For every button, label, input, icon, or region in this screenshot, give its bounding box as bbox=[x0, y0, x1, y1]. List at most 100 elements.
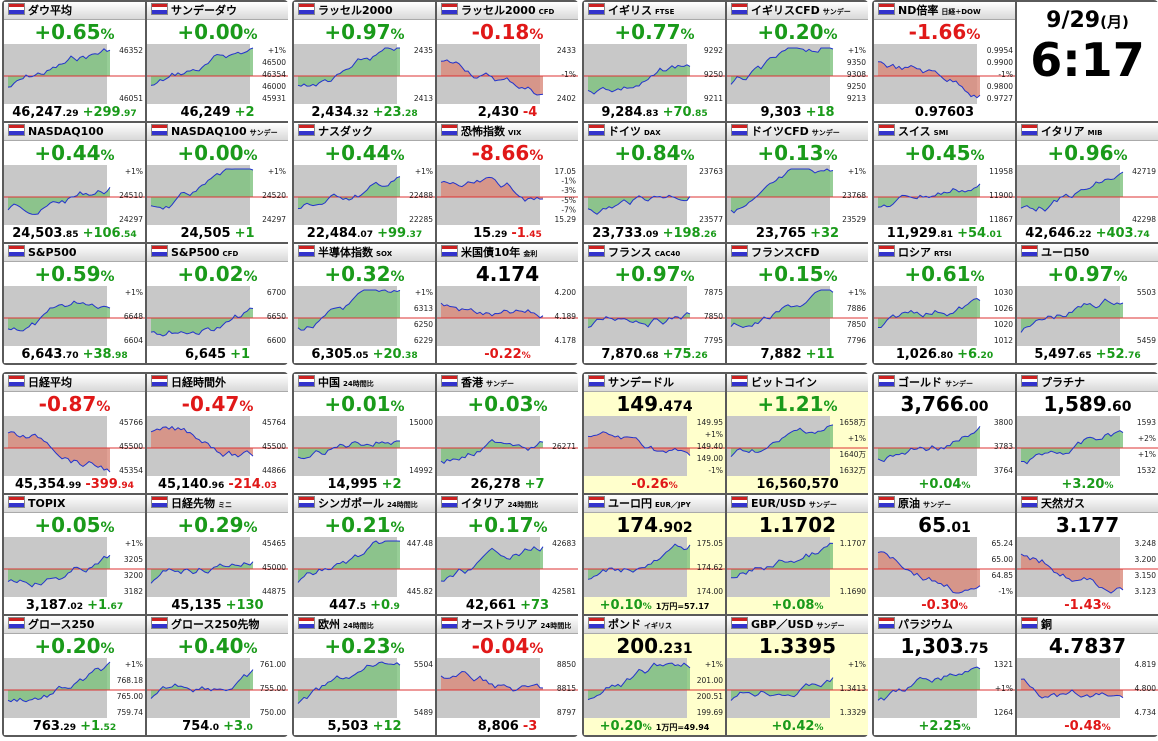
sparkline bbox=[877, 183, 981, 208]
foot-part: .76 bbox=[1124, 351, 1141, 361]
foot-part: .0 bbox=[243, 723, 253, 733]
tile-head: -0.87% bbox=[4, 392, 145, 416]
tile-tag: MIB bbox=[1087, 129, 1103, 137]
foot-group: 24,503.85 bbox=[12, 226, 78, 241]
tile: ロシア RTSI +0.61% 1030 1026 1020 1012 1,026.80 +6.… bbox=[874, 244, 1015, 363]
tile-tag: CFD bbox=[222, 250, 239, 258]
sparkline bbox=[587, 543, 691, 580]
foot-group: +130 bbox=[226, 598, 264, 613]
tile-name: 日経平均 bbox=[28, 376, 72, 389]
foot-group: -0.30% bbox=[921, 598, 968, 613]
tile-foot: 2,434.32 +23.28 bbox=[294, 104, 435, 121]
foot-group: +0.20% bbox=[600, 719, 652, 734]
foot-group: +3.20% bbox=[1061, 477, 1113, 492]
axis-label: 45931 bbox=[262, 94, 286, 103]
foot-part: .97 bbox=[120, 109, 137, 119]
axis-label: 24297 bbox=[119, 215, 143, 224]
foot-part: .85 bbox=[62, 230, 79, 240]
sparkline bbox=[1020, 430, 1124, 465]
head-part: +0.97 bbox=[324, 20, 391, 44]
head-part: .60 bbox=[1106, 399, 1132, 415]
foot-part: 447 bbox=[329, 598, 357, 613]
foot-part: +130 bbox=[225, 598, 264, 613]
tile-name: ND倍率 bbox=[898, 4, 939, 17]
axis-label: 9250 bbox=[704, 70, 723, 79]
head-part: % bbox=[390, 269, 405, 285]
chart-bg bbox=[584, 165, 687, 225]
foot-part: 1,026 bbox=[895, 347, 937, 362]
head-part: % bbox=[390, 641, 405, 657]
axis-label: 45500 bbox=[262, 442, 286, 451]
tile-name: 日経時間外 bbox=[171, 376, 226, 389]
foot-part: 1万円=49.94 bbox=[655, 723, 710, 732]
tile-name: S&P500 bbox=[28, 246, 77, 259]
tile-header: スイス SMI bbox=[874, 123, 1015, 141]
foot-group: +3.0 bbox=[223, 719, 253, 734]
tile-tag: RTSI bbox=[934, 250, 952, 258]
foot-group: 0.97603 bbox=[915, 105, 974, 120]
foot-part: +106 bbox=[82, 226, 121, 241]
sparkline bbox=[7, 661, 111, 703]
foot-part: +20 bbox=[372, 347, 402, 362]
tile-head: +0.97% bbox=[294, 20, 435, 44]
foot-part: .29 bbox=[62, 109, 79, 119]
foot-part: 9,303 bbox=[760, 105, 802, 120]
foot-group: 45,354.99 bbox=[15, 477, 81, 492]
axis-label: 447.48 bbox=[407, 539, 433, 548]
tile: 米国債10年 金利 4.174 4.200 4.189 4.178 -0.22% bbox=[437, 244, 578, 363]
tile-header: フランス CAC40 bbox=[584, 244, 725, 262]
foot-part: 6,643 bbox=[21, 347, 63, 362]
flag bbox=[8, 617, 25, 629]
axis-label: 768.18 bbox=[117, 676, 143, 685]
tile-head: -8.66% bbox=[437, 141, 578, 165]
tile-name: GBP／USD bbox=[751, 618, 814, 631]
chart-bg bbox=[1017, 658, 1120, 718]
foot-group: -3 bbox=[523, 719, 537, 734]
tile-name: 銅 bbox=[1041, 618, 1052, 631]
axis-label: 3.123 bbox=[1135, 587, 1157, 596]
tile-tag: 金利 bbox=[523, 250, 538, 258]
tile-head: +0.45% bbox=[874, 141, 1015, 165]
foot-group: 24,505 bbox=[180, 226, 230, 241]
mini-chart: 45465 45000 44875 bbox=[147, 537, 288, 597]
axis-label: 0.9900 bbox=[987, 58, 1013, 67]
mini-chart: +1% 768.18 765.00 759.74 bbox=[4, 658, 145, 718]
tile-tag: サンデー bbox=[822, 8, 851, 16]
sparkline bbox=[150, 425, 254, 458]
foot-group: 1万円=49.94 bbox=[656, 723, 710, 732]
axis-label: 11900 bbox=[989, 191, 1013, 200]
tile-tag: FTSE bbox=[655, 8, 675, 16]
sparkline bbox=[150, 47, 254, 86]
axis-label: 44866 bbox=[262, 466, 286, 475]
axis-label: 1632万 bbox=[839, 466, 866, 475]
axis-label: 2435 bbox=[414, 46, 433, 55]
panel: 日経平均 -0.87% 45766 45500 45354 45,354.99 -399.9… bbox=[2, 372, 288, 737]
foot-group: 7,882 bbox=[760, 347, 801, 362]
foot-part: 45,140 bbox=[158, 477, 209, 492]
mini-chart: 26271 bbox=[437, 416, 578, 476]
sparkline bbox=[587, 312, 691, 328]
foot-part: 46,247 bbox=[12, 105, 63, 120]
sparkline-area bbox=[1021, 172, 1123, 212]
tile-foot: +3.20% bbox=[1017, 476, 1158, 493]
tile: S&P500 CFD +0.02% 6700 6650 6600 6,645 +1 bbox=[147, 244, 288, 363]
axis-label: 4.819 bbox=[1135, 660, 1157, 669]
tile-foot: 6,643.70 +38.98 bbox=[4, 346, 145, 363]
flag bbox=[878, 124, 895, 136]
tile-name: ビットコイン bbox=[751, 376, 817, 389]
axis-label: 1.1690 bbox=[840, 587, 866, 596]
axis-label: 2402 bbox=[557, 94, 576, 103]
axis-label: 1532 bbox=[1137, 466, 1156, 475]
axis-label: 46354 bbox=[262, 70, 286, 79]
foot-part: +1 bbox=[87, 598, 108, 613]
tile-header: ユーロ50 bbox=[1017, 244, 1158, 262]
axis-label: 11867 bbox=[989, 215, 1013, 224]
foot-group: 7,870.68 bbox=[601, 347, 658, 362]
tile: 原油 サンデー 65.01 65.24 65.00 64.85 -1% -0.30% bbox=[874, 495, 1015, 614]
flag bbox=[731, 124, 748, 136]
axis-label: +1% bbox=[125, 167, 143, 176]
tile-name: NASDAQ100 bbox=[171, 125, 247, 138]
axis-label: +2% bbox=[1138, 434, 1156, 443]
axis-label: +1% bbox=[848, 167, 866, 176]
tile-head: +0.03% bbox=[437, 392, 578, 416]
